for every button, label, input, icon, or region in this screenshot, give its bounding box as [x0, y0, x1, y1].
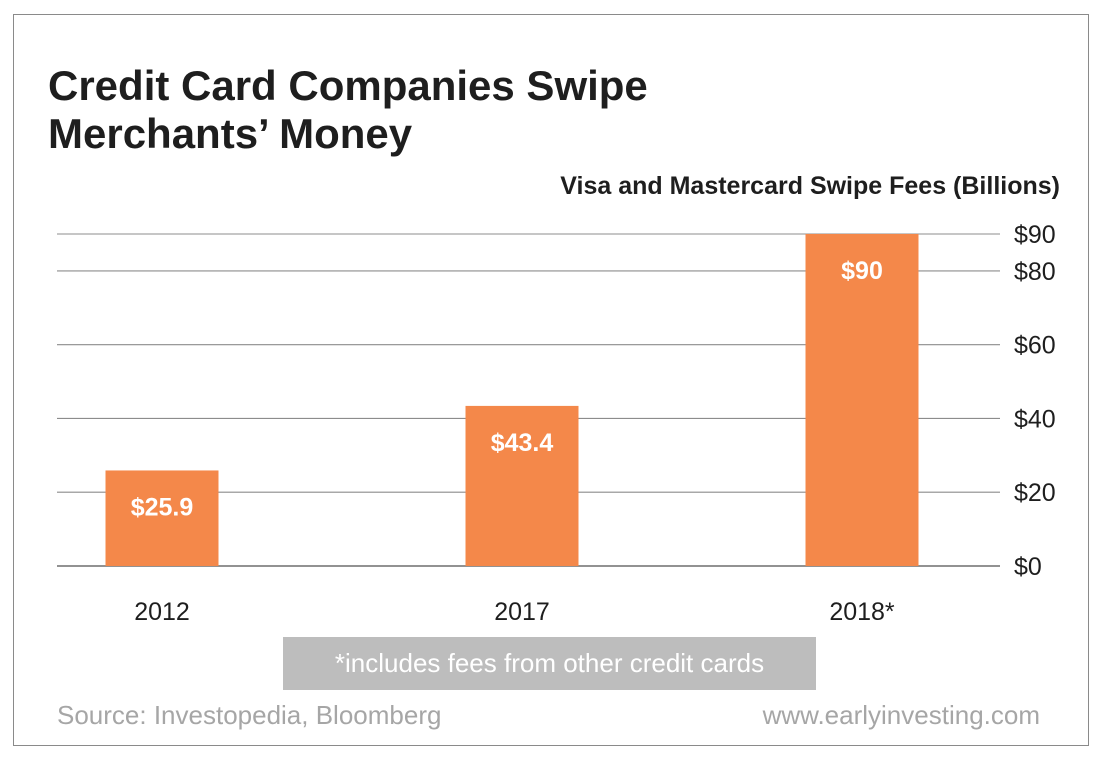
bar-value-label: $90	[841, 257, 883, 285]
chart-title: Credit Card Companies Swipe Merchants’ M…	[48, 62, 648, 157]
bar	[805, 234, 919, 566]
y-tick-label: $40	[1014, 405, 1056, 433]
bar-value-label: $25.9	[131, 493, 194, 521]
bar	[105, 470, 219, 566]
x-tick-label: 2017	[494, 598, 550, 626]
bar	[465, 405, 579, 566]
footnote-banner: *includes fees from other credit cards	[283, 637, 816, 690]
bar-value-label: $43.4	[491, 429, 554, 457]
y-tick-label: $0	[1014, 553, 1042, 581]
y-tick-label: $20	[1014, 479, 1056, 507]
x-tick-label: 2012	[134, 598, 190, 626]
y-tick-label: $60	[1014, 332, 1056, 360]
y-tick-label: $90	[1014, 221, 1056, 249]
x-tick-label: 2018*	[829, 598, 895, 626]
website-text: www.earlyinvesting.com	[762, 700, 1040, 730]
chart-subtitle: Visa and Mastercard Swipe Fees (Billions…	[560, 172, 1060, 200]
source-text: Source: Investopedia, Bloomberg	[57, 700, 442, 730]
y-tick-label: $80	[1014, 258, 1056, 286]
